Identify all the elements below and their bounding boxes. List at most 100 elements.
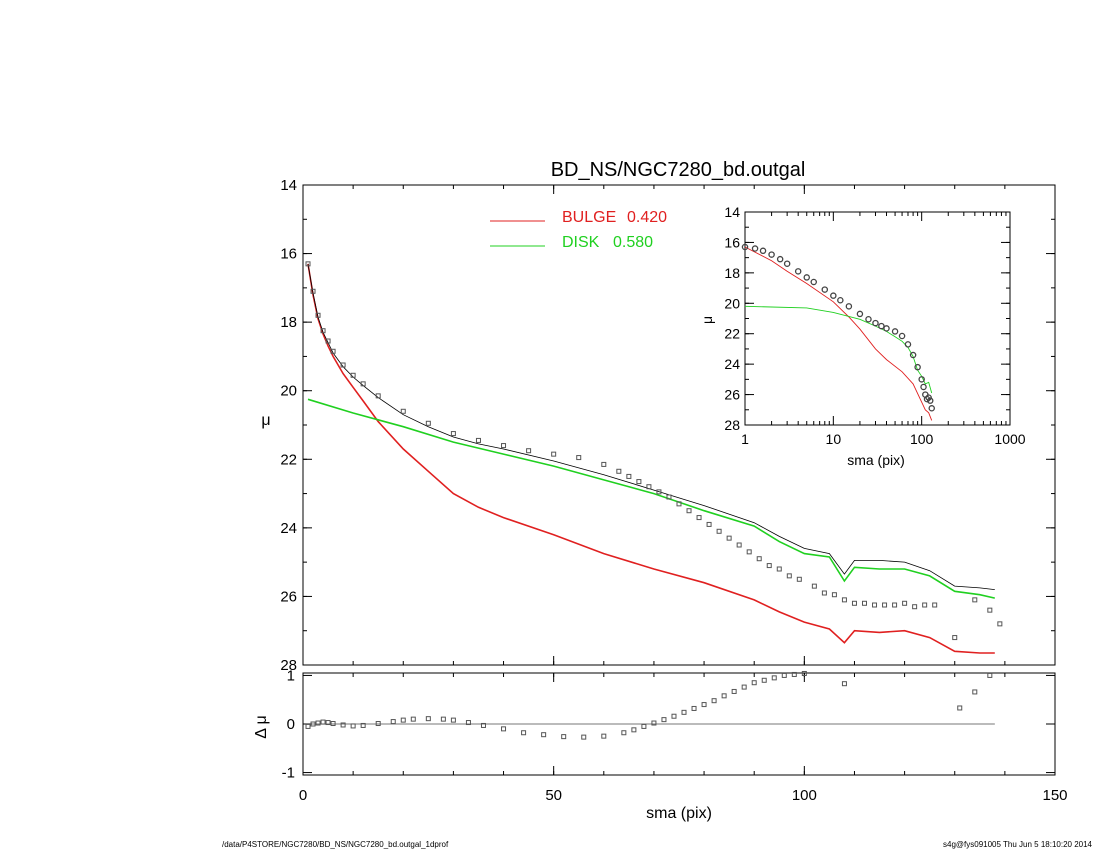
inset-data-point — [928, 405, 935, 412]
inset-data-point — [918, 376, 925, 383]
data-point-data — [726, 535, 732, 541]
inset-y-tick-label: 26 — [724, 387, 740, 403]
residual-point — [465, 720, 471, 726]
residual-point — [350, 723, 356, 729]
chart-title: BD_NS/NGC7280_bd.outgal — [551, 159, 806, 181]
legend: BULGE 0.420 DISK 0.580 — [490, 209, 667, 251]
data-point-data — [676, 501, 682, 507]
data-point-data — [325, 338, 331, 344]
inset-data-point — [783, 260, 791, 267]
data-point-data — [706, 521, 712, 527]
data-point-data — [400, 408, 406, 414]
main-y-tick-label: 24 — [280, 520, 297, 537]
data-point-data — [696, 515, 702, 521]
inset-data-point — [803, 274, 810, 281]
data-point-data — [902, 600, 908, 606]
residual-point — [781, 672, 787, 678]
inset-y-tick-label: 16 — [724, 234, 740, 250]
residual-point — [480, 722, 486, 728]
data-point-data — [882, 602, 888, 608]
data-point-data — [776, 566, 782, 572]
data-point-data — [626, 473, 632, 479]
inset-data-point — [794, 268, 802, 275]
residual-point — [791, 671, 797, 677]
inset-y-tick-label: 24 — [724, 356, 740, 372]
data-point-data — [450, 431, 456, 437]
data-point-data — [340, 362, 346, 368]
inset-y-tick-label: 18 — [724, 265, 740, 281]
inset-x-tick-label: 10 — [826, 431, 842, 447]
inset-data-point — [926, 397, 934, 404]
inset-data-point — [878, 322, 885, 330]
residual-point — [581, 734, 587, 740]
data-point-data — [922, 602, 928, 608]
inset-data-point — [920, 383, 927, 391]
data-point-data — [551, 451, 557, 457]
inset-data-point — [914, 363, 921, 371]
residual-point — [601, 733, 607, 739]
data-point-data — [360, 381, 366, 387]
inset-data-point — [741, 243, 749, 251]
legend-disk-label: DISK — [562, 234, 600, 251]
inset-data-point — [845, 303, 853, 310]
residual-x-tick-label: 0 — [299, 787, 307, 804]
residual-point — [957, 705, 963, 711]
data-point-data — [821, 590, 827, 596]
legend-disk-value: 0.580 — [613, 234, 653, 251]
data-point-data — [796, 576, 802, 582]
residual-point — [330, 721, 336, 727]
footer-stamp: s4g@fys091005 Thu Jun 5 18:10:20 2014 — [943, 840, 1093, 849]
main-y-tick-label: 28 — [280, 657, 297, 674]
inset-data-point — [891, 328, 899, 335]
inset-data-point — [872, 319, 879, 327]
data-point-data — [601, 461, 607, 467]
residual-point — [711, 698, 717, 704]
main-y-tick-label: 18 — [280, 314, 297, 331]
residual-point — [671, 713, 677, 719]
residual-point — [340, 722, 346, 728]
residual-point — [681, 709, 687, 715]
data-point-data — [841, 597, 847, 603]
inset-data-point — [923, 395, 931, 403]
data-point-data — [756, 556, 762, 562]
data-point-data — [425, 420, 431, 426]
inset-data-point — [837, 296, 844, 304]
data-point-data — [972, 597, 978, 603]
inset-data-point — [759, 247, 767, 255]
data-point-data — [997, 621, 1003, 627]
footer-path: /data/P4STORE/NGC7280/BD_NS/NGC7280_bd.o… — [222, 840, 449, 849]
data-point-data — [952, 635, 958, 641]
inset-x-tick-label: 1 — [741, 431, 749, 447]
main-y-tick-label: 26 — [280, 588, 297, 605]
residual-y-axis-title: Δ μ — [253, 715, 270, 738]
residual-point — [771, 675, 777, 681]
residual-point — [320, 719, 326, 725]
main-y-tick-label: 22 — [280, 451, 297, 468]
residual-point — [741, 684, 747, 690]
residual-point — [651, 720, 657, 726]
residual-point — [390, 719, 396, 725]
residual-point — [761, 677, 767, 683]
inset-y-tick-label: 20 — [724, 295, 740, 311]
residual-point — [450, 717, 456, 723]
main-y-tick-label: 14 — [280, 177, 297, 194]
data-point-data — [766, 563, 772, 569]
data-point-data — [666, 494, 672, 500]
data-point-data — [746, 549, 752, 555]
data-point-data — [576, 455, 582, 461]
residual-point — [731, 688, 737, 694]
residual-point — [987, 672, 993, 678]
inset-data-point — [898, 332, 906, 340]
residual-x-tick-label: 50 — [545, 787, 562, 804]
inset-data-point — [856, 310, 864, 318]
inset-data-point — [865, 316, 872, 323]
residual-point — [972, 689, 978, 695]
inset-y-tick-label: 28 — [724, 417, 740, 433]
data-point-data — [811, 583, 817, 589]
residual-point — [440, 716, 446, 722]
data-point-data — [501, 443, 507, 449]
data-point-data — [330, 348, 336, 354]
main-y-tick-label: 20 — [280, 383, 297, 400]
residual-y-tick-label: 0 — [287, 716, 295, 733]
